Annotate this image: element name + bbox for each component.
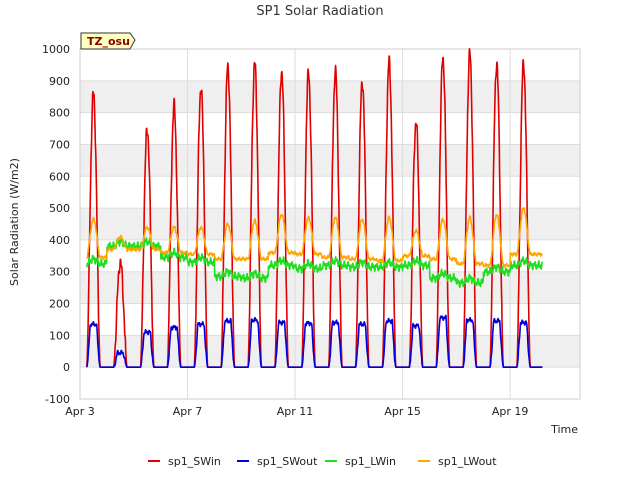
series-line-sp1_LWin bbox=[85, 237, 544, 289]
plot-band bbox=[80, 208, 580, 240]
x-tick-label: Apr 7 bbox=[173, 405, 203, 418]
legend-label: sp1_LWout bbox=[438, 455, 497, 468]
y-tick-label: 200 bbox=[49, 298, 70, 311]
plot-area bbox=[79, 48, 581, 400]
x-axis-ticks: Apr 3 Apr 7 Apr 11 Apr 15 Apr 19 bbox=[65, 405, 528, 418]
y-tick-label: 600 bbox=[49, 170, 70, 183]
y-tick-label: 1000 bbox=[42, 43, 70, 56]
y-tick-label: 800 bbox=[49, 107, 70, 120]
y-axis-ticks: -100 0 100 200 300 400 500 600 700 800 900 1000 bbox=[42, 43, 70, 406]
y-tick-label: 900 bbox=[49, 75, 70, 88]
series-line-sp1_SWout bbox=[85, 314, 543, 369]
chart-title: SP1 Solar Radiation bbox=[256, 4, 383, 19]
plot-band bbox=[80, 144, 580, 177]
site-tag-label: TZ_osu bbox=[87, 35, 130, 48]
y-tick-label: 500 bbox=[49, 202, 70, 215]
y-tick-label: 100 bbox=[49, 329, 70, 342]
y-tick-label: 400 bbox=[49, 234, 70, 247]
x-tick-label: Apr 3 bbox=[65, 405, 95, 418]
y-tick-label: 0 bbox=[63, 361, 70, 374]
series-lines bbox=[85, 47, 544, 369]
y-axis-label: Solar Radiation (W/m2) bbox=[8, 158, 21, 286]
x-axis-label: Time bbox=[550, 423, 578, 436]
legend-label: sp1_SWin bbox=[168, 455, 221, 468]
y-tick-label: 700 bbox=[49, 138, 70, 151]
y-tick-label: -100 bbox=[45, 393, 70, 406]
legend-label: sp1_SWout bbox=[257, 455, 318, 468]
x-tick-label: Apr 11 bbox=[277, 405, 314, 418]
legend-label: sp1_LWin bbox=[345, 455, 396, 468]
plot-band bbox=[80, 80, 580, 113]
site-tag: TZ_osu bbox=[80, 32, 136, 50]
series-line-sp1_LWout bbox=[86, 207, 543, 269]
y-tick-label: 300 bbox=[49, 266, 70, 279]
x-tick-label: Apr 15 bbox=[384, 405, 421, 418]
x-tick-label: Apr 19 bbox=[492, 405, 529, 418]
legend: sp1_SWin sp1_SWout sp1_LWin sp1_LWout bbox=[148, 455, 497, 468]
site-tag-box bbox=[80, 32, 136, 50]
